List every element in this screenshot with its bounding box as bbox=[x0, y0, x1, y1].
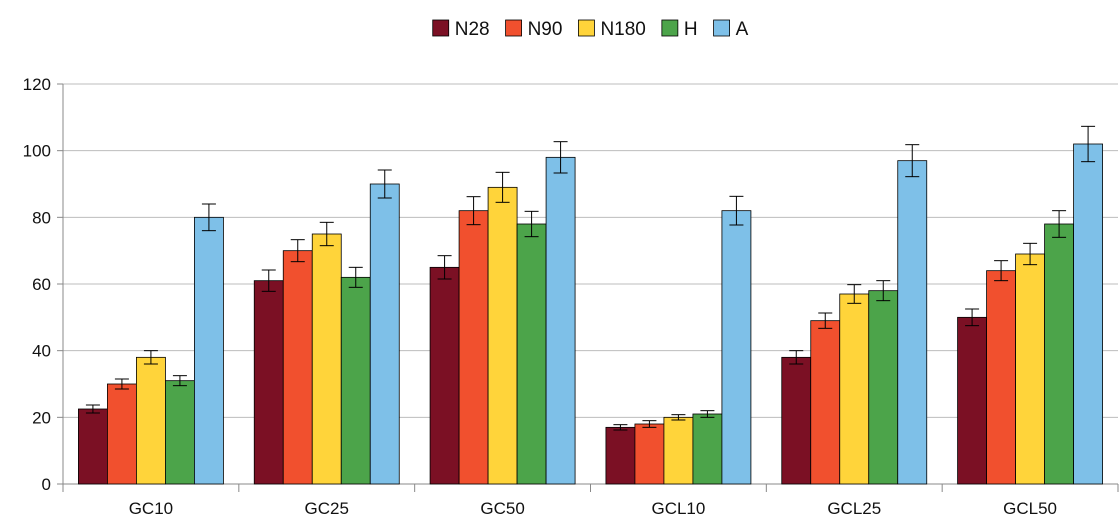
grid-lines bbox=[63, 83, 1118, 418]
legend-swatch bbox=[505, 19, 522, 37]
bar bbox=[282, 250, 313, 485]
bar bbox=[868, 290, 899, 485]
bar bbox=[458, 210, 489, 485]
legend-label: N180 bbox=[600, 19, 645, 40]
x-axis: GC10 GC25 GC50 GCL10 GCL25 GCL50 bbox=[62, 483, 1119, 518]
y-tick-label: 100 bbox=[23, 142, 51, 161]
bar bbox=[487, 186, 518, 485]
bar bbox=[516, 223, 547, 485]
legend-swatch bbox=[578, 19, 595, 37]
x-tick-label: GCL50 bbox=[1003, 499, 1057, 518]
bar bbox=[605, 426, 636, 485]
bar bbox=[663, 416, 694, 485]
x-tick-label: GCL10 bbox=[651, 499, 705, 518]
bar bbox=[136, 356, 166, 485]
bars bbox=[78, 125, 1103, 485]
bar bbox=[986, 270, 1016, 485]
bar bbox=[839, 293, 870, 485]
bar bbox=[897, 160, 928, 485]
x-tick-label: GCL25 bbox=[827, 499, 881, 518]
x-tick-label: GC50 bbox=[480, 499, 524, 518]
legend-label: H bbox=[684, 19, 698, 40]
bar bbox=[1073, 143, 1103, 485]
bar bbox=[1044, 223, 1074, 485]
bar bbox=[810, 320, 841, 485]
bar bbox=[545, 156, 576, 485]
legend-swatch bbox=[432, 19, 450, 37]
y-tick-label: 80 bbox=[32, 208, 51, 227]
bar bbox=[311, 233, 342, 485]
bar bbox=[340, 276, 371, 485]
legend-label: N90 bbox=[528, 19, 563, 40]
legend: N28 N90 N180 H A bbox=[432, 19, 749, 40]
legend-swatch bbox=[713, 19, 730, 37]
bar bbox=[369, 183, 400, 485]
bar bbox=[721, 210, 752, 485]
legend-label: N28 bbox=[455, 19, 490, 40]
y-tick-label: 0 bbox=[42, 475, 51, 494]
y-tick-label: 60 bbox=[32, 275, 51, 294]
bar bbox=[253, 280, 284, 485]
y-axis: 0 20 40 60 80 100 120 bbox=[23, 75, 64, 494]
bar bbox=[107, 383, 137, 485]
legend-swatch bbox=[661, 19, 679, 37]
bar bbox=[429, 266, 460, 485]
bar bbox=[78, 408, 108, 485]
bar bbox=[781, 356, 812, 485]
y-tick-label: 120 bbox=[23, 75, 51, 94]
bar bbox=[1015, 253, 1045, 485]
bar bbox=[692, 413, 723, 485]
y-tick-label: 20 bbox=[32, 408, 51, 427]
bar bbox=[165, 380, 195, 485]
bar bbox=[957, 316, 987, 485]
legend-label: A bbox=[736, 19, 749, 40]
y-tick-label: 40 bbox=[32, 342, 51, 361]
bar bbox=[634, 423, 665, 485]
bar bbox=[194, 216, 224, 485]
x-tick-label: GC25 bbox=[305, 499, 349, 518]
x-tick-label: GC10 bbox=[129, 499, 173, 518]
